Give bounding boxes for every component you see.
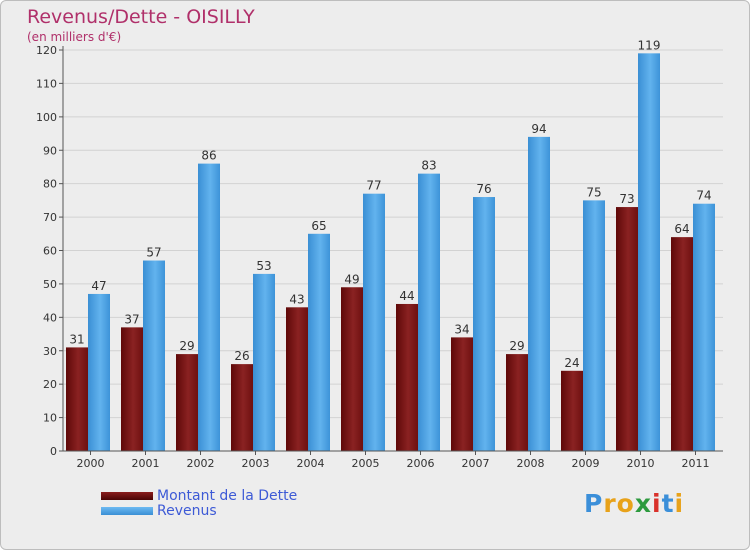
x-tick-label: 2006	[407, 457, 435, 470]
bar-revenue	[198, 163, 220, 451]
data-label-revenue: 77	[366, 179, 381, 193]
bar-revenue	[473, 197, 495, 451]
bar-revenue	[363, 193, 385, 452]
legend-item-debt: Montant de la Dette	[101, 487, 298, 504]
y-tick-label: 20	[43, 378, 57, 391]
y-tick-label: 30	[43, 345, 57, 358]
y-tick-label: 10	[43, 412, 57, 425]
data-label-revenue: 83	[421, 159, 436, 173]
x-tick-label: 2009	[572, 457, 600, 470]
data-label-debt: 49	[344, 272, 359, 286]
x-tick-label: 2007	[462, 457, 490, 470]
bar-debt	[561, 370, 583, 451]
data-label-debt: 73	[619, 192, 634, 206]
bar-revenue	[88, 293, 110, 451]
x-tick-label: 2001	[132, 457, 160, 470]
data-label-revenue: 47	[91, 279, 106, 293]
y-tick-label: 100	[36, 111, 57, 124]
logo-letter: i	[652, 489, 662, 518]
x-tick-label: 2005	[352, 457, 380, 470]
x-tick-label: 2003	[242, 457, 270, 470]
logo-letter: x	[634, 489, 652, 518]
bar-debt	[341, 287, 363, 451]
y-tick-label: 60	[43, 245, 57, 258]
bar-debt	[66, 347, 88, 451]
legend-item-revenue: Revenus	[101, 502, 297, 519]
data-label-revenue: 53	[256, 259, 271, 273]
y-tick-label: 110	[36, 77, 57, 90]
data-label-debt: 29	[179, 339, 194, 353]
x-tick-label: 2011	[682, 457, 710, 470]
bar-revenue	[693, 203, 715, 451]
data-label-debt: 31	[69, 332, 84, 346]
legend-swatch-debt	[101, 491, 153, 500]
y-tick-label: 90	[43, 144, 57, 157]
data-label-debt: 37	[124, 312, 139, 326]
legend-label-debt: Montant de la Dette	[157, 487, 298, 504]
bar-revenue	[528, 136, 550, 451]
y-tick-label: 80	[43, 178, 57, 191]
legend-swatch-revenue	[101, 506, 153, 515]
bar-revenue	[583, 200, 605, 451]
bar-debt	[231, 364, 253, 451]
data-label-revenue: 94	[531, 122, 546, 136]
data-label-revenue: 65	[311, 219, 326, 233]
data-label-revenue: 76	[476, 182, 491, 196]
data-label-debt: 29	[509, 339, 524, 353]
chart-legend: Montant de la Dette Revenus	[101, 487, 298, 519]
x-tick-label: 2002	[187, 457, 215, 470]
bar-debt	[671, 237, 693, 451]
data-label-debt: 26	[234, 349, 249, 363]
logo-letter: P	[584, 489, 604, 518]
data-label-debt: 64	[674, 222, 689, 236]
x-tick-label: 2000	[77, 457, 105, 470]
data-label-debt: 34	[454, 322, 469, 336]
data-label-revenue: 74	[696, 189, 711, 203]
legend-label-revenue: Revenus	[157, 502, 217, 519]
data-label-revenue: 75	[586, 185, 601, 199]
data-label-debt: 24	[564, 356, 579, 370]
bar-revenue	[143, 260, 165, 451]
data-label-revenue: 119	[638, 38, 661, 52]
bar-revenue	[308, 233, 330, 451]
bar-revenue	[253, 273, 275, 451]
bar-revenue	[638, 53, 660, 451]
proxiti-logo: Proxiti	[584, 489, 684, 518]
x-tick-label: 2010	[627, 457, 655, 470]
logo-letter: i	[674, 489, 685, 518]
data-label-debt: 43	[289, 292, 304, 306]
bar-debt	[286, 307, 308, 451]
y-tick-label: 70	[43, 211, 57, 224]
logo-letter: r	[603, 489, 617, 518]
y-tick-label: 40	[43, 311, 57, 324]
y-tick-label: 50	[43, 278, 57, 291]
data-label-revenue: 86	[201, 149, 216, 163]
chart-subtitle: (en milliers d'€)	[27, 30, 122, 44]
bar-revenue	[418, 173, 440, 451]
bar-debt	[616, 207, 638, 451]
bar-debt	[396, 303, 418, 451]
y-tick-label: 0	[50, 445, 57, 458]
x-tick-label: 2008	[517, 457, 545, 470]
bar-debt	[121, 327, 143, 451]
bar-debt	[176, 354, 198, 451]
data-label-revenue: 57	[146, 246, 161, 260]
chart-title: Revenus/Dette - OISILLY	[27, 6, 255, 28]
data-label-debt: 44	[399, 289, 414, 303]
bar-debt	[506, 354, 528, 451]
y-tick-label: 120	[36, 44, 57, 57]
x-tick-label: 2004	[297, 457, 325, 470]
bar-debt	[451, 337, 473, 451]
logo-letter: t	[661, 489, 675, 518]
logo-letter: o	[616, 489, 635, 518]
